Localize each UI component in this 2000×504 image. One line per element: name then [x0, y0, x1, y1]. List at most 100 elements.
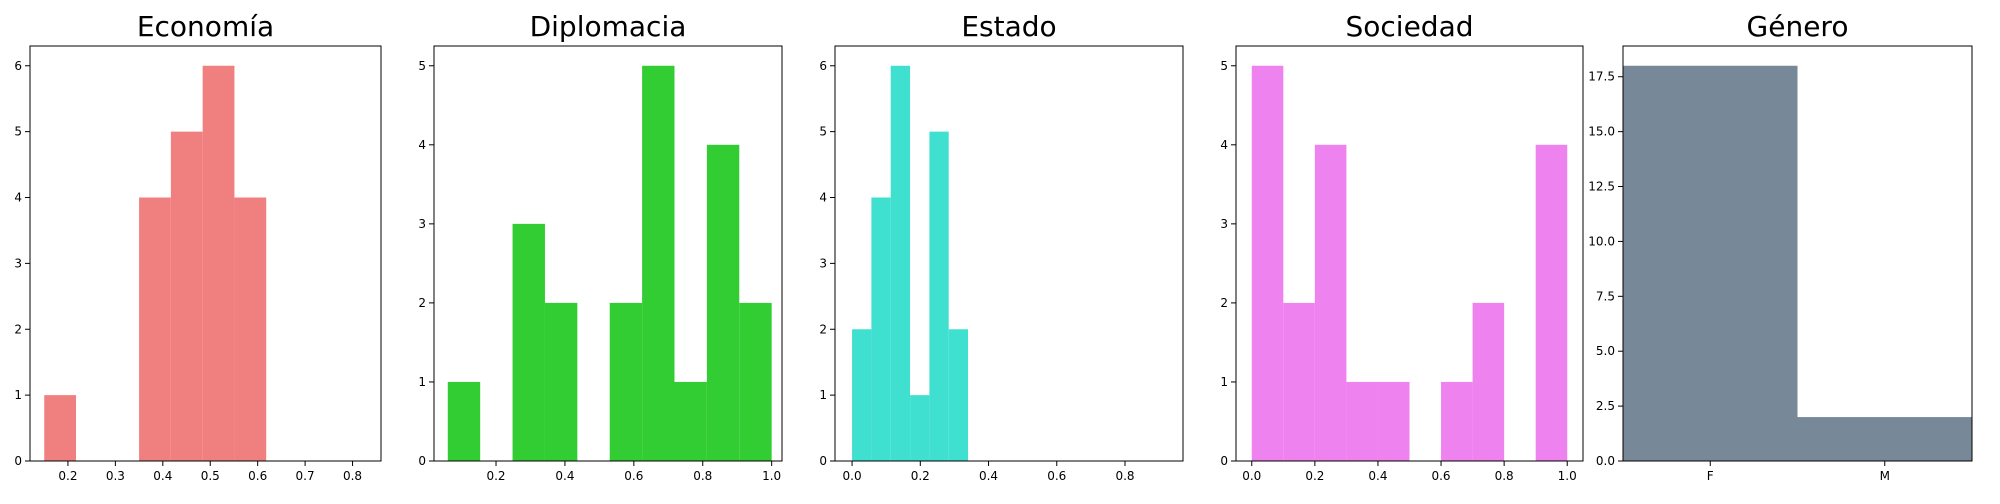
- y-tick-label: 3: [418, 217, 426, 231]
- y-tick-label: 7.5: [1596, 289, 1615, 303]
- chart-panel: 0.2 0.3 0.4 0.5 0.6 0.7 0.8 0 1 2 3 4 5 6 Economía: [14, 10, 382, 483]
- x-tick-label: F: [1707, 469, 1714, 483]
- y-tick-label: 2: [14, 322, 22, 336]
- x-tick-label: 0.7: [296, 469, 315, 483]
- axes-frame: [433, 45, 783, 462]
- histogram-bar: [871, 197, 891, 461]
- chart-title: Género: [1747, 10, 1849, 43]
- y-tick-label: 2.5: [1596, 399, 1615, 413]
- y-tick-label: 5: [1220, 59, 1228, 73]
- y-tick-label: 6: [819, 59, 827, 73]
- y-tick-label: 4: [14, 191, 22, 205]
- y-tick-label: 0: [418, 454, 426, 468]
- axes-frame: [834, 45, 1184, 462]
- x-tick-label: 0.2: [911, 469, 930, 483]
- histogram-bar: [910, 395, 930, 461]
- histogram-bar: [852, 329, 872, 461]
- y-tick-label: 5: [819, 125, 827, 139]
- y-tick-label: 2: [418, 296, 426, 310]
- chart-title: Sociedad: [1345, 10, 1473, 43]
- y-tick-label: 5: [14, 125, 22, 139]
- x-tick-label: 0.0: [843, 469, 862, 483]
- x-tick-label: 0.6: [1431, 469, 1450, 483]
- histogram-bar: [674, 381, 707, 461]
- y-tick-label: 0: [1220, 454, 1228, 468]
- chart-title: Estado: [961, 10, 1056, 43]
- x-tick-label: 0.4: [979, 469, 998, 483]
- histogram-bar: [929, 131, 949, 461]
- y-tick-label: 0: [819, 454, 827, 468]
- y-tick-label: 4: [819, 191, 827, 205]
- y-tick-label: 0.0: [1596, 454, 1615, 468]
- histogram-bar: [202, 65, 235, 461]
- histogram-bar: [170, 131, 203, 461]
- histogram-bar: [1441, 381, 1473, 461]
- y-tick-label: 4: [1220, 138, 1228, 152]
- histogram-bar: [1346, 381, 1378, 461]
- y-tick-label: 1: [14, 388, 22, 402]
- x-tick-label: 0.2: [1305, 469, 1324, 483]
- y-tick-label: 3: [819, 256, 827, 270]
- y-tick-label: 5.0: [1596, 344, 1615, 358]
- histogram-bar: [706, 144, 740, 461]
- x-tick-label: 0.8: [343, 469, 362, 483]
- x-tick-label: 0.2: [58, 469, 77, 483]
- chart-panel: 0.0 0.2 0.4 0.6 0.8 1.0 0 1 2 3 4 5 Sociedad: [1220, 10, 1584, 483]
- y-tick-label: 1: [819, 388, 827, 402]
- y-tick-label: 15.0: [1588, 125, 1615, 139]
- y-tick-label: 12.5: [1588, 180, 1615, 194]
- x-tick-label: 0.6: [624, 469, 643, 483]
- y-tick-label: 10.0: [1588, 234, 1615, 248]
- axes-frame: [1235, 45, 1584, 462]
- histogram-bar: [1797, 417, 1972, 461]
- y-tick-label: 0: [14, 454, 22, 468]
- y-tick-label: 17.5: [1588, 70, 1615, 84]
- histogram-bar: [1472, 302, 1505, 461]
- histogram-bar: [739, 302, 772, 461]
- histogram-bar: [642, 65, 675, 461]
- histogram-bar: [609, 302, 643, 461]
- histogram-bar: [447, 381, 481, 461]
- histogram-bar: [44, 395, 77, 461]
- histogram-bar: [1314, 144, 1347, 461]
- x-tick-label: 0.2: [486, 469, 505, 483]
- histogram-bar: [1283, 302, 1315, 461]
- x-tick-label: 0.8: [693, 469, 712, 483]
- histogram-bar: [1377, 381, 1410, 461]
- histogram-bar: [890, 65, 911, 461]
- chart-panel: 0.2 0.4 0.6 0.8 1.0 0 1 2 3 4 5 Diplomacia: [418, 10, 783, 483]
- chart-title: Diplomacia: [530, 10, 687, 43]
- x-tick-label: 0.0: [1242, 469, 1261, 483]
- y-tick-label: 4: [418, 138, 426, 152]
- histogram-bar: [512, 223, 545, 461]
- axes-frame: [29, 45, 382, 462]
- y-tick-label: 3: [1220, 217, 1228, 231]
- x-tick-label: 0.4: [555, 469, 574, 483]
- x-tick-label: 0.6: [1047, 469, 1066, 483]
- y-tick-label: 3: [14, 256, 22, 270]
- histogram-bar: [544, 302, 578, 461]
- y-tick-label: 2: [819, 322, 827, 336]
- y-tick-label: 1: [1220, 375, 1228, 389]
- y-tick-label: 6: [14, 59, 22, 73]
- x-tick-label: 0.8: [1495, 469, 1514, 483]
- x-tick-label: 1.0: [1558, 469, 1577, 483]
- histogram-bar: [1535, 144, 1568, 461]
- y-tick-label: 1: [418, 375, 426, 389]
- x-tick-label: M: [1880, 469, 1890, 483]
- x-tick-label: 1.0: [762, 469, 781, 483]
- histogram-bar: [139, 197, 171, 461]
- histogram-bar: [1251, 65, 1284, 461]
- y-tick-label: 2: [1220, 296, 1228, 310]
- x-tick-label: 0.5: [201, 469, 220, 483]
- axes-frame: [1622, 45, 1973, 462]
- chart-panel: F M 0.0 2.5 5.0 7.5 10.0 12.5 15.0 17.5 Género: [1588, 10, 1973, 483]
- y-tick-label: 5: [418, 59, 426, 73]
- x-tick-label: 0.4: [153, 469, 172, 483]
- chart-panel: 0.0 0.2 0.4 0.6 0.8 0 1 2 3 4 5 6 Estado: [819, 10, 1184, 483]
- x-tick-label: 0.6: [248, 469, 267, 483]
- chart-title: Economía: [137, 10, 274, 43]
- histogram-bar: [948, 329, 969, 461]
